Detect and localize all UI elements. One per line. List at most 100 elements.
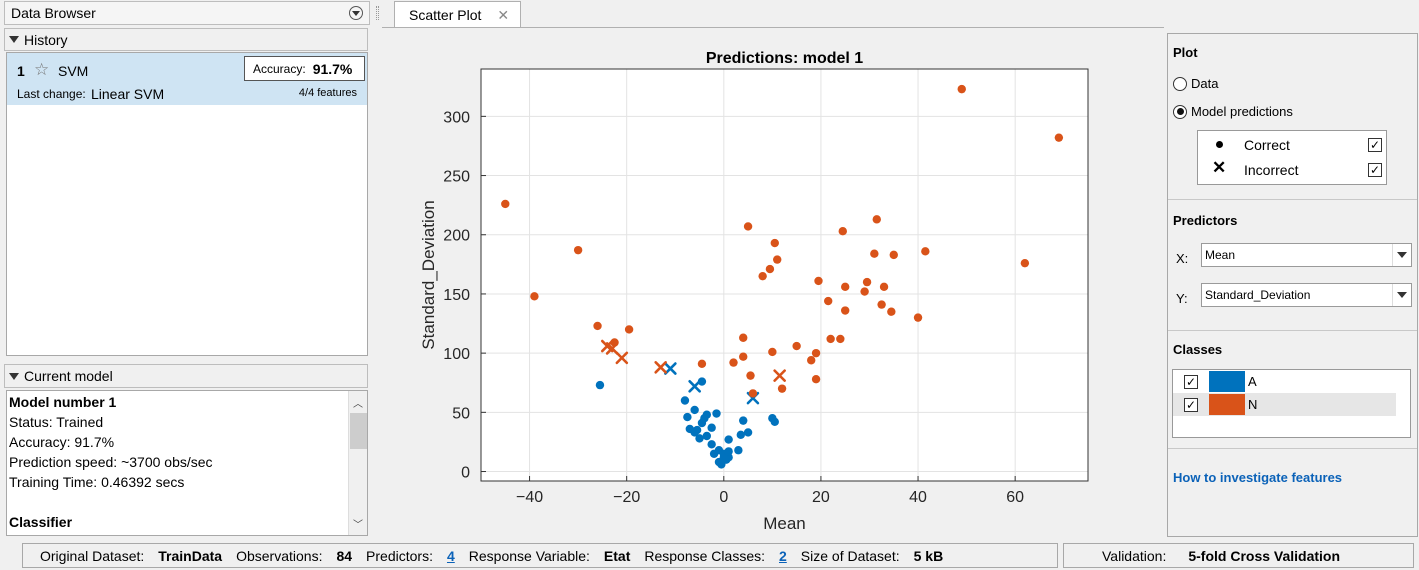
panel-splitter[interactable] — [376, 6, 379, 20]
data-point-correct[interactable] — [574, 246, 582, 254]
data-point-correct[interactable] — [707, 424, 715, 432]
data-point-correct[interactable] — [826, 335, 834, 343]
class-a-checkbox[interactable]: ✓ — [1184, 375, 1198, 389]
radio-data-button[interactable] — [1173, 77, 1187, 91]
data-point-correct[interactable] — [724, 435, 732, 443]
current-model-text: Model number 1 Status: Trained Accuracy:… — [9, 392, 213, 532]
data-point-correct[interactable] — [812, 349, 820, 357]
x-predictor-select[interactable]: Mean — [1201, 243, 1412, 267]
correct-checkbox[interactable]: ✓ — [1368, 138, 1382, 152]
data-point-correct[interactable] — [734, 446, 742, 454]
data-point-correct[interactable] — [737, 431, 745, 439]
data-point-correct[interactable] — [839, 227, 847, 235]
tab-scatter-plot[interactable]: Scatter Plot ✕ — [394, 1, 521, 28]
data-point-correct[interactable] — [824, 297, 832, 305]
data-point-correct[interactable] — [710, 450, 718, 458]
data-point-correct[interactable] — [768, 348, 776, 356]
data-point-correct[interactable] — [698, 360, 706, 368]
data-point-correct[interactable] — [880, 283, 888, 291]
data-point-correct[interactable] — [958, 85, 966, 93]
data-point-correct[interactable] — [841, 283, 849, 291]
data-point-correct[interactable] — [746, 371, 754, 379]
scrollbar-thumb[interactable] — [350, 413, 367, 449]
data-point-correct[interactable] — [693, 426, 701, 434]
data-point-correct[interactable] — [1021, 259, 1029, 267]
data-point-correct[interactable] — [530, 292, 538, 300]
data-point-correct[interactable] — [778, 384, 786, 392]
predictors-count-link[interactable]: 4 — [447, 548, 455, 564]
x-tick-label: 20 — [812, 489, 830, 506]
data-point-correct[interactable] — [681, 396, 689, 404]
data-point-correct[interactable] — [739, 352, 747, 360]
data-point-correct[interactable] — [921, 247, 929, 255]
data-point-correct[interactable] — [887, 308, 895, 316]
data-point-correct[interactable] — [807, 356, 815, 364]
data-point-correct[interactable] — [744, 428, 752, 436]
data-point-correct[interactable] — [744, 222, 752, 230]
details-scrollbar[interactable]: ︿ ﹀ — [348, 391, 367, 535]
data-point-correct[interactable] — [863, 278, 871, 286]
radio-predictions-button[interactable] — [1173, 105, 1187, 119]
blank-line — [9, 492, 213, 512]
data-point-correct[interactable] — [812, 375, 820, 383]
scroll-up-icon[interactable]: ︿ — [353, 395, 363, 410]
data-point-correct[interactable] — [739, 416, 747, 424]
data-point-correct[interactable] — [914, 313, 922, 321]
data-point-correct[interactable] — [877, 300, 885, 308]
data-point-correct[interactable] — [690, 406, 698, 414]
model-history-item[interactable]: 1 ☆ SVM Accuracy: 91.7% Last change: Lin… — [7, 53, 367, 105]
data-point-correct[interactable] — [501, 200, 509, 208]
data-point-correct[interactable] — [890, 251, 898, 259]
data-point-correct[interactable] — [686, 425, 694, 433]
data-point-correct[interactable] — [724, 447, 732, 455]
data-point-correct[interactable] — [739, 334, 747, 342]
investigate-features-link[interactable]: How to investigate features — [1173, 470, 1342, 485]
data-point-correct[interactable] — [703, 432, 711, 440]
data-point-correct[interactable] — [596, 381, 604, 389]
class-n-color-swatch[interactable] — [1209, 394, 1245, 415]
data-point-correct[interactable] — [792, 342, 800, 350]
y-predictor-select[interactable]: Standard_Deviation — [1201, 283, 1412, 307]
radio-data[interactable]: Data — [1173, 76, 1218, 91]
data-point-correct[interactable] — [700, 414, 708, 422]
incorrect-checkbox[interactable]: ✓ — [1368, 163, 1382, 177]
chevron-down-icon[interactable] — [1392, 284, 1411, 306]
data-point-correct[interactable] — [683, 413, 691, 421]
data-point-correct[interactable] — [749, 389, 757, 397]
data-point-correct[interactable] — [625, 325, 633, 333]
data-point-correct[interactable] — [873, 215, 881, 223]
data-point-correct[interactable] — [1055, 133, 1063, 141]
data-point-correct[interactable] — [841, 306, 849, 314]
panel-options-icon[interactable] — [349, 6, 363, 20]
data-point-correct[interactable] — [814, 277, 822, 285]
radio-model-predictions[interactable]: Model predictions — [1173, 104, 1293, 119]
response-classes-link[interactable]: 2 — [779, 548, 787, 564]
class-row-a[interactable]: ✓ A — [1173, 370, 1396, 393]
data-point-correct[interactable] — [870, 249, 878, 257]
class-a-color-swatch[interactable] — [1209, 371, 1245, 392]
class-n-checkbox[interactable]: ✓ — [1184, 398, 1198, 412]
data-point-correct[interactable] — [593, 322, 601, 330]
history-section-header[interactable]: History — [4, 28, 368, 51]
class-row-n[interactable]: ✓ N — [1173, 393, 1396, 416]
current-model-header[interactable]: Current model — [4, 364, 368, 388]
data-point-correct[interactable] — [712, 409, 720, 417]
collapse-triangle-icon[interactable] — [9, 373, 19, 380]
data-point-correct[interactable] — [773, 255, 781, 263]
observations-value: 84 — [336, 548, 352, 564]
data-point-correct[interactable] — [707, 440, 715, 448]
collapse-triangle-icon[interactable] — [9, 36, 19, 43]
data-point-correct[interactable] — [729, 358, 737, 366]
data-point-correct[interactable] — [836, 335, 844, 343]
chevron-down-icon[interactable] — [1392, 244, 1411, 266]
data-point-correct[interactable] — [758, 272, 766, 280]
data-point-correct[interactable] — [771, 418, 779, 426]
scroll-down-icon[interactable]: ﹀ — [353, 516, 363, 531]
close-tab-icon[interactable]: ✕ — [497, 7, 509, 24]
favorite-star-icon[interactable]: ☆ — [34, 60, 49, 80]
data-point-correct[interactable] — [695, 434, 703, 442]
scatter-chart[interactable]: −40 −20 0 20 40 60 0 50 100 150 200 250 300 Predictio… — [382, 28, 1164, 540]
data-point-correct[interactable] — [860, 287, 868, 295]
data-point-correct[interactable] — [771, 239, 779, 247]
data-point-correct[interactable] — [766, 265, 774, 273]
